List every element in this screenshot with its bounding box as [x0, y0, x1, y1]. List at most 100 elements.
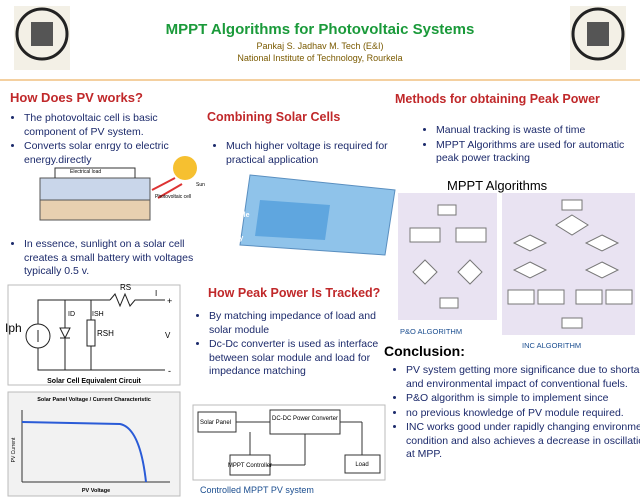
figure-caption: INC ALGORITHM: [522, 341, 581, 350]
institution: National Institute of Technology, Rourke…: [237, 53, 402, 63]
bullet: Much higher voltage is required for prac…: [226, 140, 411, 167]
shape: [151, 177, 176, 191]
shape: [507, 289, 535, 305]
cell-array-figure: [239, 174, 396, 256]
shape: [587, 22, 609, 46]
shape: [86, 319, 96, 347]
shape: [537, 289, 565, 305]
bullet: MPPT Algorithms are used for automatic p…: [436, 139, 636, 166]
heading: Methods for obtaining Peak Power: [395, 92, 600, 106]
bullet: no previous knowledge of PV module requi…: [406, 407, 640, 421]
circuit-label: RS: [120, 283, 131, 292]
figure-label: Module: [225, 212, 250, 219]
bullet: Manual tracking is waste of time: [436, 124, 636, 138]
logo-left: [14, 6, 70, 70]
equivalent-circuit: [7, 284, 181, 386]
shape: [584, 234, 620, 252]
po-flowchart: [398, 193, 497, 320]
bullet: Dc-Dc converter is used as interface bet…: [209, 338, 394, 379]
shape: [255, 200, 330, 240]
shape: [561, 317, 583, 329]
bullet: In essence, sunlight on a solar cell cre…: [24, 238, 199, 279]
shape: [173, 156, 197, 180]
circuit-label: -: [168, 366, 171, 376]
axis-label: PV Current: [11, 437, 17, 462]
logo-right: [570, 6, 626, 70]
shape: [502, 193, 635, 335]
heading: Conclusion:: [384, 343, 465, 359]
shape: [59, 327, 71, 340]
shape: [37, 299, 110, 324]
shape: [192, 404, 386, 481]
shape: [512, 234, 548, 252]
circuit-label: I: [155, 289, 157, 298]
circuit-label: ISH: [92, 311, 104, 318]
bullet: INC works good under rapidly changing en…: [406, 421, 640, 462]
shape: [54, 167, 136, 178]
shape: [7, 284, 181, 386]
shape: [409, 227, 441, 243]
circuit-label: Iph: [5, 321, 22, 335]
shape: [109, 292, 165, 308]
heading: Combining Solar Cells: [207, 110, 341, 124]
bullet: By matching impedance of load and solar …: [209, 310, 394, 337]
figure-label: Cell: [225, 189, 238, 196]
shape: [39, 177, 151, 201]
figure-caption: Solar Cell Equivalent Circuit: [47, 378, 141, 385]
shape: [584, 261, 620, 279]
shape: [575, 289, 603, 305]
figure-caption: Controlled MPPT PV system: [200, 485, 314, 495]
circuit-label: V: [165, 331, 171, 340]
bullet-list: Much higher voltage is required for prac…: [210, 140, 411, 168]
circuit-label: ID: [68, 311, 75, 318]
shape: [512, 261, 548, 279]
shape: [561, 199, 583, 211]
figure-label: Electrical load: [70, 169, 101, 175]
bullet-list: The photovoltaic cell is basic component…: [8, 112, 189, 168]
shape: [39, 199, 151, 221]
shape: [455, 227, 487, 243]
axis-label: PV Voltage: [82, 488, 110, 494]
shape: [412, 259, 438, 285]
shape: [37, 348, 165, 371]
bullet: The photovoltaic cell is basic component…: [24, 112, 189, 139]
heading: How Peak Power Is Tracked?: [208, 286, 381, 300]
shape: [269, 409, 341, 435]
bullet: Converts solar enrgy to electric energy.…: [24, 140, 189, 167]
authors: Pankaj S. Jadhav M. Tech (E&I): [257, 41, 384, 51]
shape: [457, 259, 483, 285]
pv-cell-figure: [39, 156, 197, 221]
figure-label: Sun: [196, 182, 205, 188]
bullet: PV system getting more significance due …: [406, 364, 640, 391]
figure-label: Array: [225, 235, 243, 242]
figure-label: Photovoltaic cell: [155, 194, 191, 200]
inc-flowchart: [502, 193, 635, 335]
bullet-list: PV system getting more significance due …: [390, 364, 640, 463]
bullet-list: In essence, sunlight on a solar cell cre…: [8, 238, 199, 280]
block-label: Solar Panel: [200, 420, 231, 426]
circuit-label: RSH: [97, 329, 114, 338]
bullet: P&O algorithm is simple to implement sin…: [406, 392, 640, 406]
block-label: MPPT Controller: [228, 463, 272, 469]
shape: [555, 214, 589, 236]
shape: [439, 297, 459, 309]
shape: [437, 204, 457, 216]
subheading: MPPT Algorithms: [447, 178, 548, 193]
title: MPPT Algorithms for Photovoltaic Systems: [166, 21, 475, 38]
shape: [7, 391, 181, 497]
block-diagram: [192, 404, 386, 481]
shape: [605, 289, 633, 305]
shape: [21, 421, 147, 483]
shape: [31, 22, 53, 46]
shape: [571, 7, 625, 61]
bullet-list: By matching impedance of load and solar …: [193, 310, 394, 380]
shape: [15, 7, 69, 61]
chart-title: Solar Panel Voltage / Current Characteri…: [37, 397, 151, 403]
block-label: Load: [355, 462, 368, 468]
shape: [157, 183, 183, 199]
heading: How Does PV works?: [10, 90, 143, 105]
circuit-label: +: [167, 296, 172, 306]
bullet-list: Manual tracking is waste of time MPPT Al…: [420, 124, 636, 167]
